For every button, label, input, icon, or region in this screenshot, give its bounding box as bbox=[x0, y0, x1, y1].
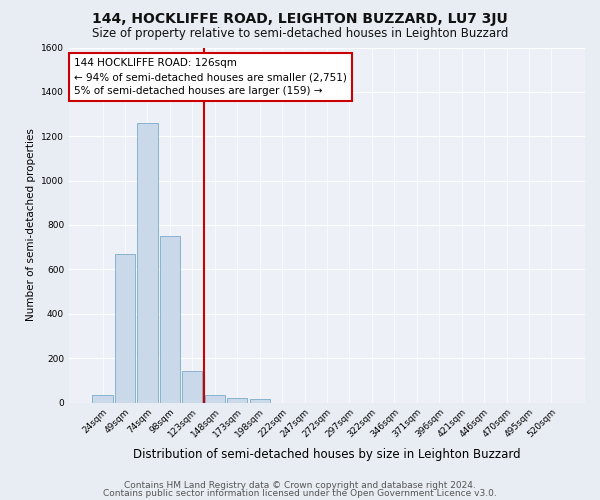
Bar bbox=[227, 398, 247, 402]
Bar bbox=[205, 394, 225, 402]
Bar bbox=[92, 394, 113, 402]
X-axis label: Distribution of semi-detached houses by size in Leighton Buzzard: Distribution of semi-detached houses by … bbox=[133, 448, 521, 461]
Bar bbox=[137, 123, 158, 402]
Bar bbox=[160, 236, 180, 402]
Y-axis label: Number of semi-detached properties: Number of semi-detached properties bbox=[26, 128, 35, 322]
Text: Contains public sector information licensed under the Open Government Licence v3: Contains public sector information licen… bbox=[103, 490, 497, 498]
Text: 144 HOCKLIFFE ROAD: 126sqm
← 94% of semi-detached houses are smaller (2,751)
5% : 144 HOCKLIFFE ROAD: 126sqm ← 94% of semi… bbox=[74, 58, 347, 96]
Text: Size of property relative to semi-detached houses in Leighton Buzzard: Size of property relative to semi-detach… bbox=[92, 28, 508, 40]
Text: 144, HOCKLIFFE ROAD, LEIGHTON BUZZARD, LU7 3JU: 144, HOCKLIFFE ROAD, LEIGHTON BUZZARD, L… bbox=[92, 12, 508, 26]
Bar bbox=[250, 399, 270, 402]
Bar bbox=[182, 372, 202, 402]
Text: Contains HM Land Registry data © Crown copyright and database right 2024.: Contains HM Land Registry data © Crown c… bbox=[124, 481, 476, 490]
Bar bbox=[115, 254, 135, 402]
